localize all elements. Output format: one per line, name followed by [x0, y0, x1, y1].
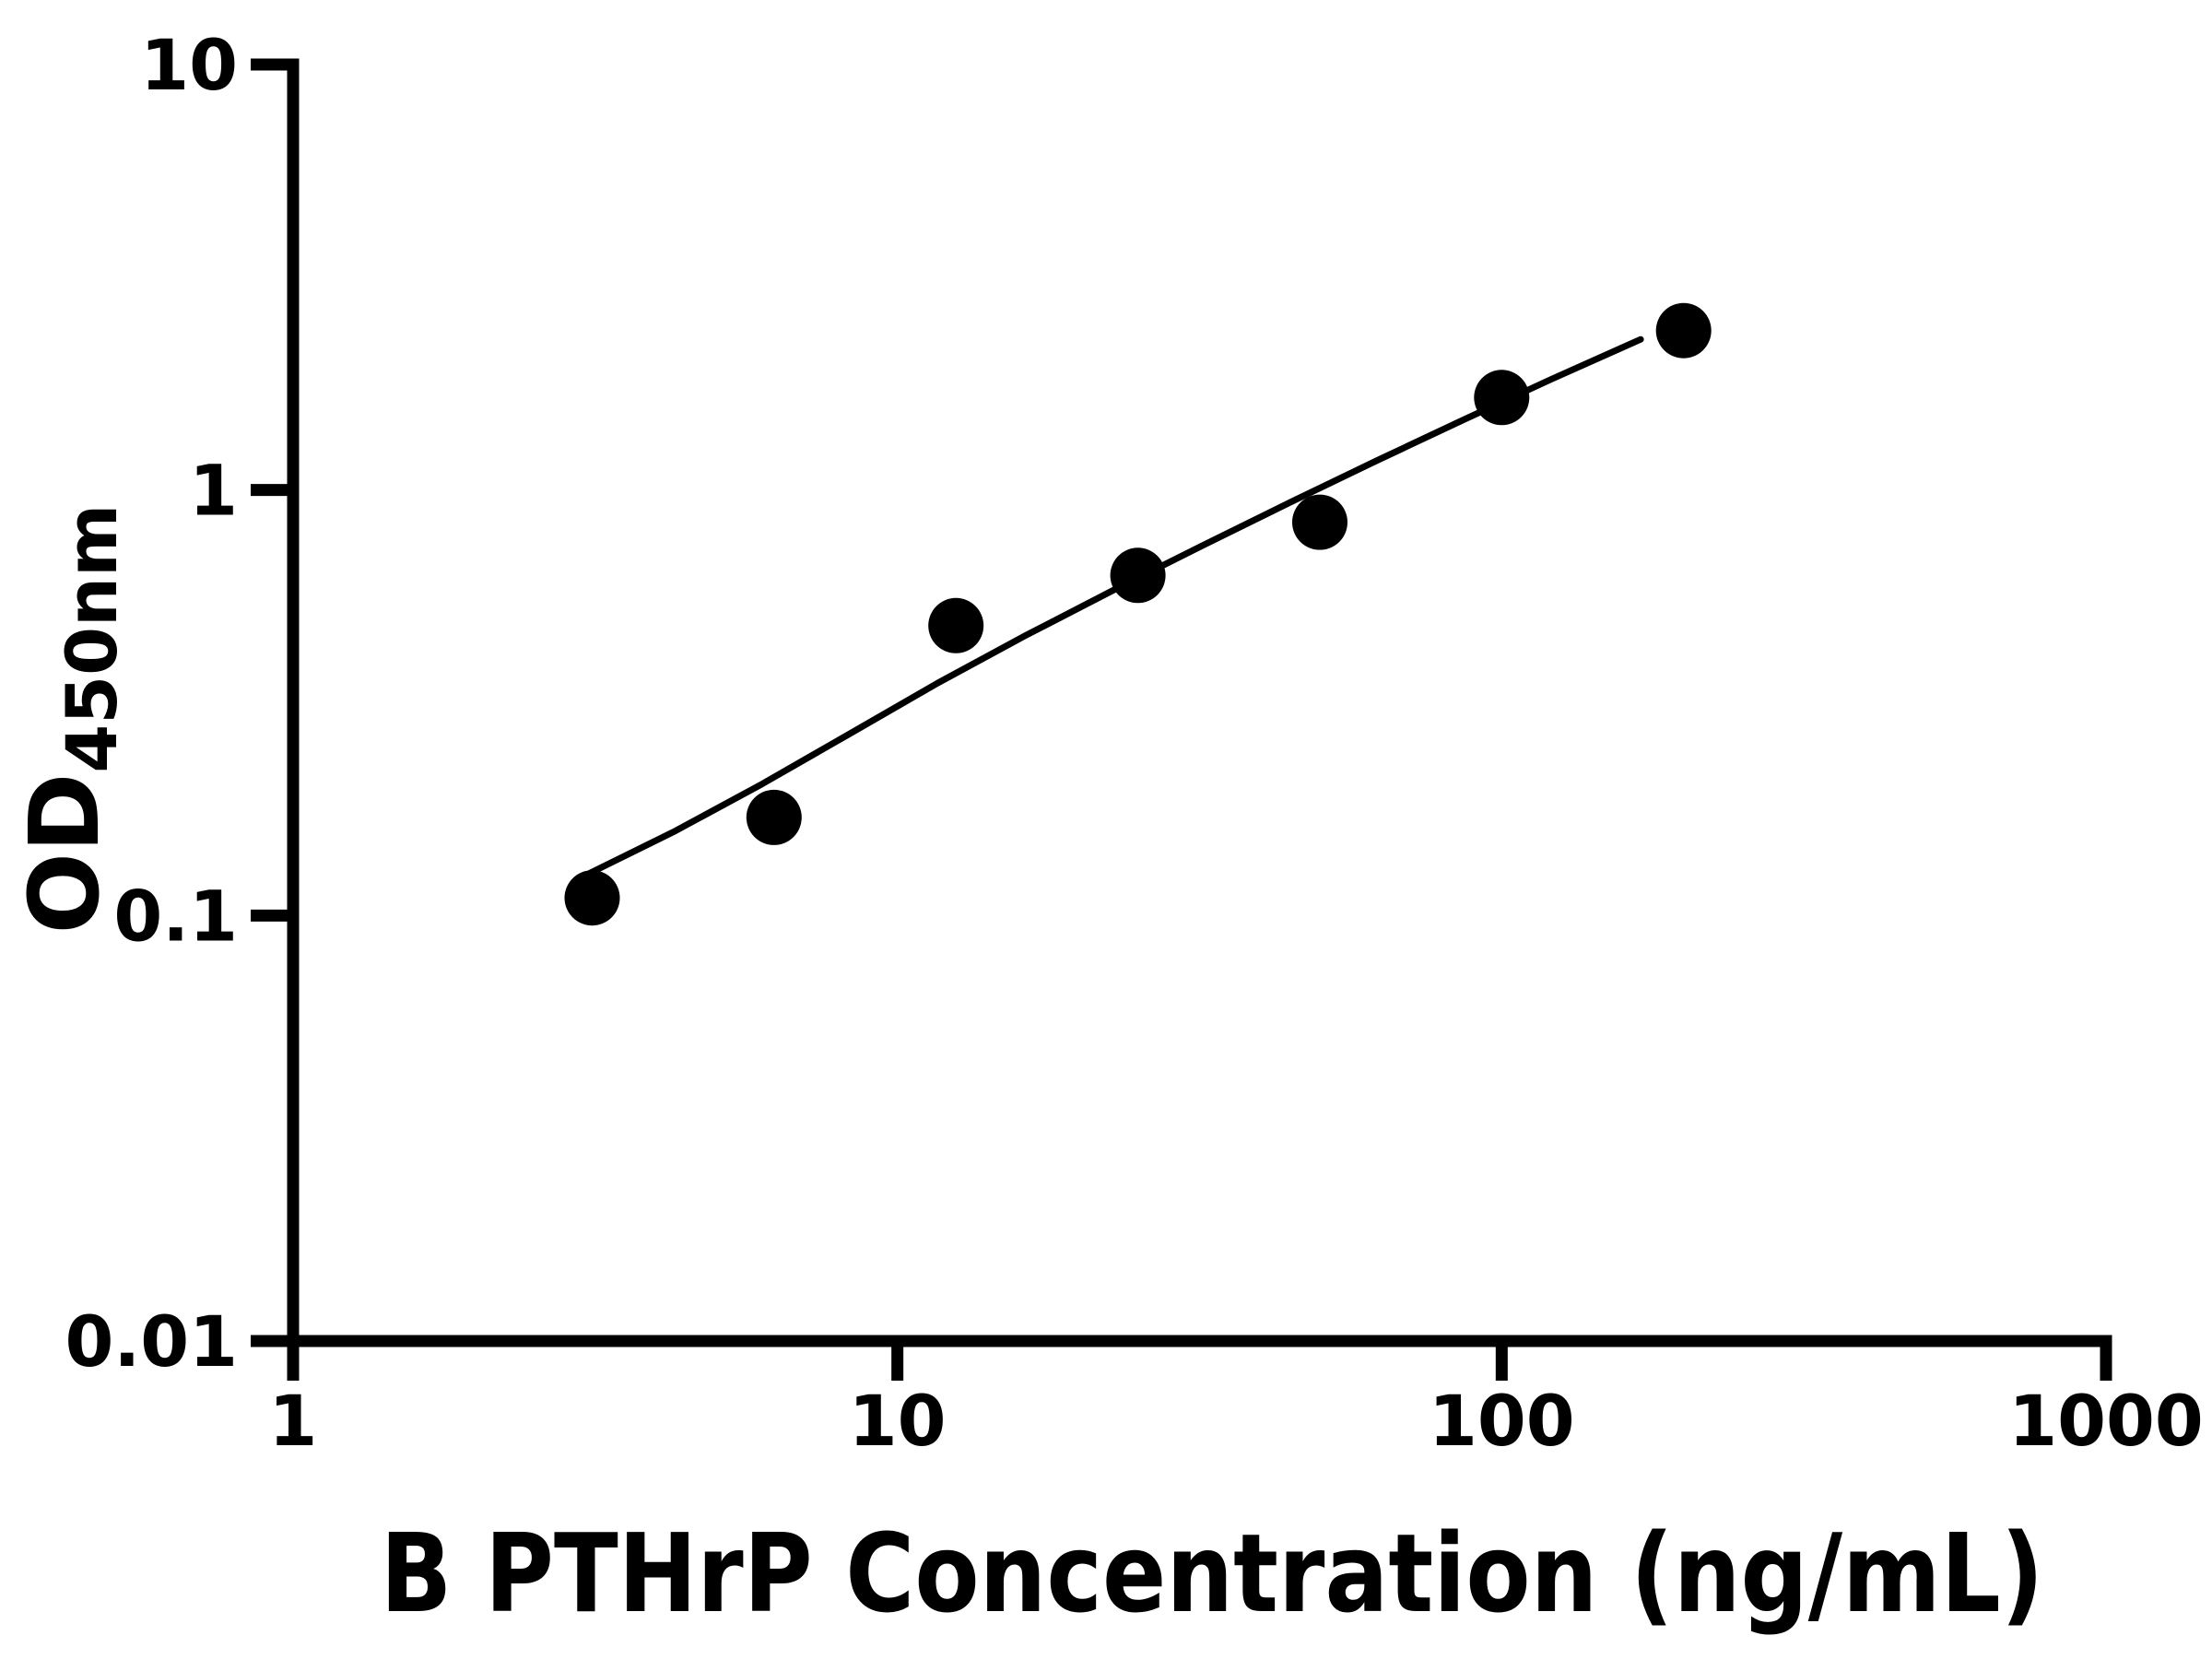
x-tick-label: 100 — [1429, 1380, 1575, 1462]
x-tick-label: 1000 — [2008, 1380, 2204, 1462]
data-point-marker — [928, 597, 984, 653]
y-axis-title-subscript: 450nm — [51, 504, 133, 773]
y-tick-label: 10 — [140, 24, 238, 106]
plot-area: 10 1 0.1 0.01 1 10 100 1000 — [65, 24, 2203, 1462]
y-axis-title-main: OD — [8, 773, 121, 935]
x-axis-title: B PTHrP Concentration (ng/mL) — [381, 1510, 2044, 1637]
data-point-marker — [746, 789, 802, 845]
x-tick-label: 10 — [849, 1380, 947, 1462]
fitted-curve-line — [583, 335, 1644, 878]
x-tick-label: 1 — [269, 1380, 318, 1462]
data-point-marker — [1474, 370, 1530, 426]
y-tick-label: 0.01 — [65, 1300, 238, 1382]
data-point-marker — [564, 870, 620, 926]
y-tick-label: 1 — [189, 450, 238, 532]
y-axis-title: OD450nm — [8, 504, 133, 935]
data-point-marker — [1110, 547, 1166, 604]
data-point-marker — [1655, 302, 1712, 359]
y-tick-label: 0.1 — [113, 875, 238, 957]
data-point-marker — [1292, 494, 1347, 550]
